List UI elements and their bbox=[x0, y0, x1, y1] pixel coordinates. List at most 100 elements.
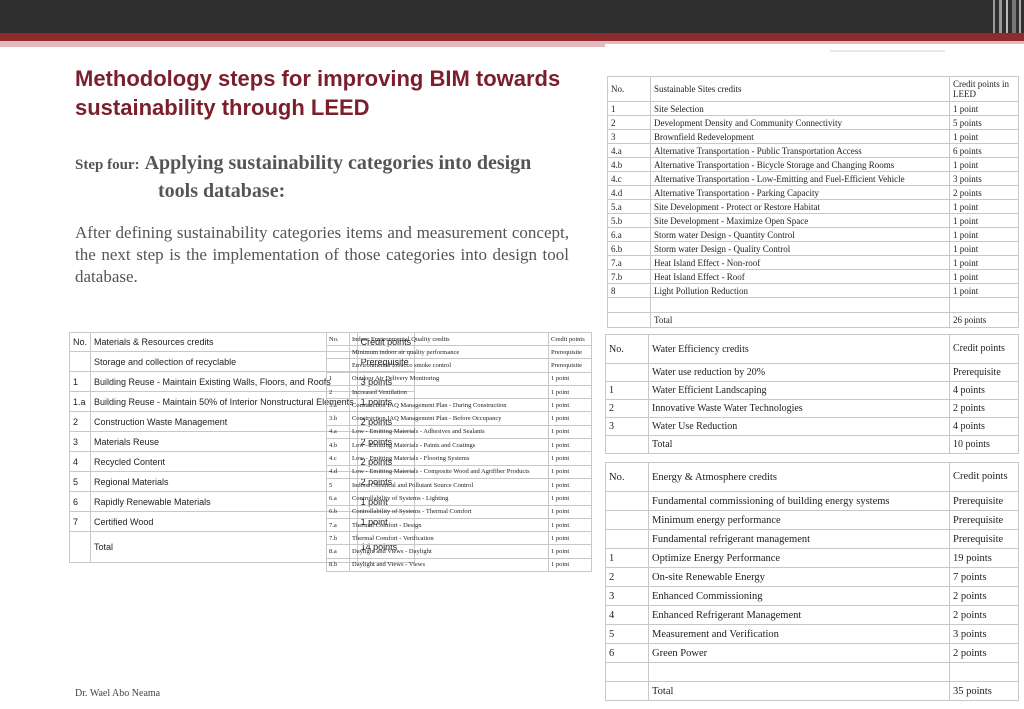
table-cell: 3.b bbox=[326, 411, 350, 426]
table-row: 7.a Thermal Comfort - Design 1 point bbox=[326, 517, 592, 533]
table-cell: 1 point bbox=[548, 424, 592, 440]
decor-strip bbox=[999, 0, 1002, 40]
accent-red-bar bbox=[0, 33, 1024, 41]
table-cell: Development Density and Community Connec… bbox=[650, 115, 950, 130]
table-cell bbox=[607, 312, 651, 328]
decor-line bbox=[830, 50, 945, 52]
table-cell: 5 bbox=[326, 477, 350, 493]
table-cell: 6 bbox=[68, 491, 92, 512]
header-cell: Credit points bbox=[949, 462, 1019, 492]
table-cell: Water use reduction by 20% bbox=[648, 363, 950, 382]
table-cell bbox=[605, 529, 649, 549]
table-cell bbox=[605, 510, 649, 530]
table-cell: 7 points bbox=[949, 567, 1019, 587]
table-row: 3 Brownfield Redevelopment 1 point bbox=[607, 129, 1019, 144]
decor-strip bbox=[1006, 0, 1008, 40]
table-cell: Alternative Transportation - Bicycle Sto… bbox=[650, 157, 950, 172]
table-row: 3.b Construction IAQ Management Plan - Be… bbox=[326, 411, 592, 426]
table-cell: 3 points bbox=[949, 624, 1019, 644]
table-cell: 4.d bbox=[607, 185, 651, 200]
table-cell: 1 point bbox=[548, 438, 592, 453]
table-cell: Rapidly Renewable Materials bbox=[90, 491, 358, 512]
table-row: 5 Indoor Chemical and Pollutant Source Co… bbox=[326, 477, 592, 493]
table-cell: 4 points bbox=[949, 417, 1019, 436]
table-header-row: No. Sustainable Sites credits Credit poi… bbox=[607, 76, 1019, 102]
table-cell: 1 point bbox=[949, 255, 1019, 270]
table-cell: 4 bbox=[68, 451, 92, 472]
table-cell: Enhanced Refrigerant Management bbox=[648, 605, 950, 625]
table-cell: 1 point bbox=[949, 227, 1019, 242]
table-cell: 3 bbox=[605, 586, 649, 606]
table-cell: On-site Renewable Energy bbox=[648, 567, 950, 587]
table-cell: 5 points bbox=[949, 115, 1019, 130]
header-cell: No. bbox=[68, 332, 92, 352]
table-row: 8 Light Pollution Reduction 1 point bbox=[607, 283, 1019, 298]
table-total-row: Total 26 points bbox=[607, 312, 1019, 328]
table-row: 6 Green Power 2 points bbox=[605, 643, 1019, 663]
table-cell: 1 point bbox=[949, 157, 1019, 172]
table-cell: Total bbox=[90, 531, 358, 563]
header-cell: No. bbox=[605, 334, 649, 364]
table-cell: 3 bbox=[605, 417, 649, 436]
table-cell: 1 point bbox=[548, 557, 592, 573]
header-cell: Water Efficiency credits bbox=[648, 334, 950, 364]
step-text-line1: Applying sustainability categories into … bbox=[144, 152, 532, 174]
table-cell: Prerequisite bbox=[949, 510, 1019, 530]
table-cell: Outdoor Air Delivery Monitoring bbox=[349, 371, 549, 386]
table-cell: 1 point bbox=[949, 213, 1019, 228]
table-cell: 4.a bbox=[607, 143, 651, 158]
table-cell: Alternative Transportation - Parking Cap… bbox=[650, 185, 950, 200]
table-cell: Prerequisite bbox=[949, 491, 1019, 511]
table-cell bbox=[326, 344, 350, 360]
table-cell: Minimum energy performance bbox=[648, 510, 950, 530]
table-cell bbox=[68, 531, 92, 563]
table-cell: 1 point bbox=[949, 199, 1019, 214]
table-cell: 1 point bbox=[949, 129, 1019, 144]
accent-pink-bar-right bbox=[605, 41, 1024, 44]
table-cell: 4.a bbox=[326, 424, 350, 440]
table-cell: Recycled Content bbox=[90, 451, 358, 472]
table-cell: Low - Emitting Materials - Composite Woo… bbox=[349, 464, 549, 479]
table-cell: 1 point bbox=[548, 531, 592, 546]
table-cell: 19 points bbox=[949, 548, 1019, 568]
table-cell: 1 point bbox=[548, 504, 592, 519]
table-row: Minimum indoor air quality performance Pr… bbox=[326, 344, 592, 360]
table-cell: Daylight and Views - Daylight bbox=[349, 544, 549, 559]
table-row: 1 Optimize Energy Performance 19 points bbox=[605, 548, 1019, 568]
table-cell: Controllability of Systems - Thermal Com… bbox=[349, 504, 549, 519]
table-cell: Increased Ventilation bbox=[349, 384, 549, 400]
table-row: 4.a Alternative Transportation - Public T… bbox=[607, 143, 1019, 158]
table-row: 4.b Alternative Transportation - Bicycle … bbox=[607, 157, 1019, 172]
table-cell bbox=[605, 435, 649, 454]
table-cell: 1 bbox=[605, 381, 649, 400]
table-row: 4.c Low - Emitting Materials - Flooring S… bbox=[326, 451, 592, 466]
table-cell: 2 bbox=[605, 399, 649, 418]
table-row: 5 Measurement and Verification 3 points bbox=[605, 624, 1019, 644]
table-cell: 3 bbox=[68, 431, 92, 452]
table-cell bbox=[605, 681, 649, 701]
table-cell: 1 bbox=[68, 371, 92, 392]
header-cell: Materials & Resources credits bbox=[90, 332, 358, 352]
table-cell: 6.b bbox=[326, 504, 350, 519]
table-cell: 1 point bbox=[949, 269, 1019, 284]
step-label: Step four: bbox=[75, 157, 140, 173]
table-row: 7.b Thermal Comfort - Verification 1 point bbox=[326, 531, 592, 546]
table-header-row: No. Indoor Environmental Quality credits… bbox=[326, 332, 592, 346]
table-cell: Total bbox=[650, 312, 950, 328]
slide-title: Methodology steps for improving BIM towa… bbox=[75, 66, 561, 120]
table-row: 8.a Daylight and Views - Daylight 1 point bbox=[326, 544, 592, 559]
table-cell: Prerequisite bbox=[548, 358, 592, 373]
table-cell: 2 points bbox=[949, 643, 1019, 663]
slide-body-text: After defining sustainability categories… bbox=[75, 223, 569, 286]
table-cell: 1 bbox=[605, 548, 649, 568]
header-cell: No. bbox=[326, 332, 350, 346]
table-cell: 7.b bbox=[326, 531, 350, 546]
table-cell: 2 points bbox=[949, 399, 1019, 418]
table-cell: Minimum indoor air quality performance bbox=[349, 344, 549, 360]
table-cell: Brownfield Redevelopment bbox=[650, 129, 950, 144]
table-cell: Prerequisite bbox=[949, 363, 1019, 382]
table-row: 3.a Construction IAQ Management Plan - Du… bbox=[326, 398, 592, 413]
table-cell: 1 bbox=[326, 371, 350, 386]
table-cell bbox=[326, 358, 350, 373]
table-cell: 3 points bbox=[949, 171, 1019, 186]
